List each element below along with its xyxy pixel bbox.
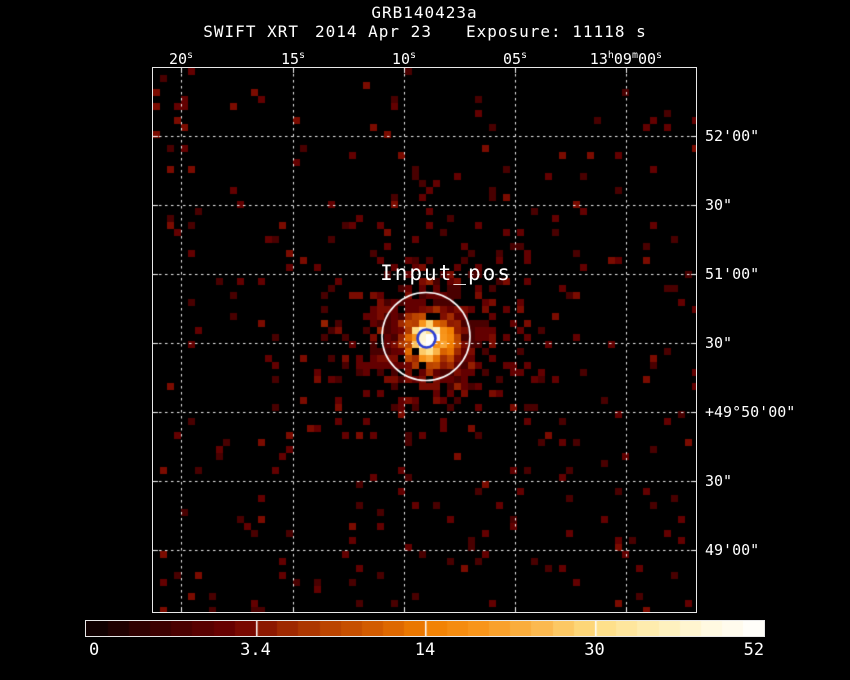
date-label: 2014 Apr 23 (314, 22, 432, 41)
colorbar-gradient (86, 621, 764, 636)
dec-tick-label: 30" (705, 333, 733, 352)
dec-tick-label: 49'00" (705, 540, 760, 559)
ra-tick-label: 15s (280, 50, 306, 68)
dec-tick-label: +49°50'00" (705, 403, 796, 422)
xray-counts-image (153, 68, 696, 612)
colorbar-tick-label: 52 (743, 640, 765, 660)
intensity-colorbar (85, 620, 765, 637)
dec-tick-label: 30" (705, 472, 733, 490)
source-position-label: Input_pos (380, 261, 512, 285)
dec-tick-label: 30" (705, 195, 733, 214)
ra-tick-label: 13h09m00s (589, 50, 663, 68)
ra-tick-label: 05s (502, 50, 528, 68)
colorbar-tick-label: 3.4 (240, 640, 271, 660)
instrument-label: SWIFT XRT (203, 22, 299, 41)
colorbar-tick-label: 0 (89, 640, 100, 660)
dec-tick-label: 52'00" (705, 127, 760, 145)
colorbar-tick-label: 30 (584, 640, 605, 660)
dec-tick-label: 51'00" (705, 265, 760, 283)
exposure-label: Exposure: 11118 s (465, 22, 647, 41)
colorbar-tick-label: 14 (414, 640, 436, 660)
ra-tick-label: 10s (391, 50, 417, 68)
subtitle: SWIFT XRT 2014 Apr 23 Exposure: 11118 s (110, 22, 740, 41)
page-title: GRB140423a (371, 3, 478, 22)
ra-tick-label: 20s (168, 50, 194, 68)
sky-image-frame (152, 67, 697, 613)
